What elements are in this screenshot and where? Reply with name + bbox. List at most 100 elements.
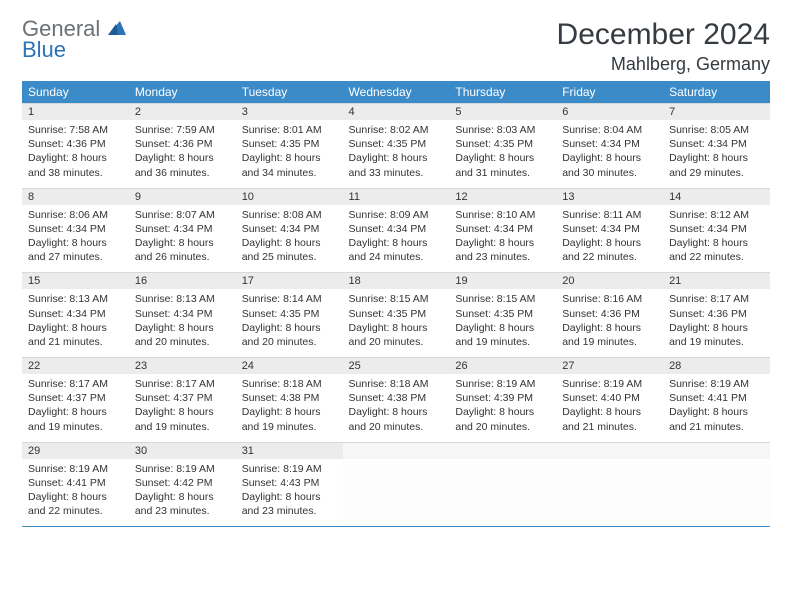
day-detail-cell [343, 459, 450, 527]
sunset-text: Sunset: 4:34 PM [455, 222, 550, 236]
sunset-text: Sunset: 4:35 PM [455, 137, 550, 151]
detail-row: Sunrise: 8:13 AMSunset: 4:34 PMDaylight:… [22, 289, 770, 357]
sunrise-text: Sunrise: 8:13 AM [135, 292, 230, 306]
day-number-cell: 30 [129, 442, 236, 459]
sunrise-text: Sunrise: 8:14 AM [242, 292, 337, 306]
day-number-cell: 22 [22, 358, 129, 375]
sunset-text: Sunset: 4:35 PM [455, 307, 550, 321]
day-number-cell: 9 [129, 188, 236, 205]
daylight-text: Daylight: 8 hours and 26 minutes. [135, 236, 230, 264]
sunrise-text: Sunrise: 8:05 AM [669, 123, 764, 137]
day-detail-cell [449, 459, 556, 527]
daylight-text: Daylight: 8 hours and 34 minutes. [242, 151, 337, 179]
daylight-text: Daylight: 8 hours and 20 minutes. [455, 405, 550, 433]
sunset-text: Sunset: 4:36 PM [135, 137, 230, 151]
sunset-text: Sunset: 4:35 PM [242, 307, 337, 321]
day-number-cell: 29 [22, 442, 129, 459]
sunset-text: Sunset: 4:34 PM [669, 137, 764, 151]
sunrise-text: Sunrise: 8:08 AM [242, 208, 337, 222]
day-detail-cell: Sunrise: 7:58 AMSunset: 4:36 PMDaylight:… [22, 120, 129, 188]
sunrise-text: Sunrise: 7:58 AM [28, 123, 123, 137]
daynum-row: 1234567 [22, 104, 770, 121]
day-detail-cell: Sunrise: 8:19 AMSunset: 4:39 PMDaylight:… [449, 374, 556, 442]
day-number-cell: 5 [449, 104, 556, 121]
sunset-text: Sunset: 4:35 PM [349, 137, 444, 151]
day-number-cell: 15 [22, 273, 129, 290]
daylight-text: Daylight: 8 hours and 20 minutes. [135, 321, 230, 349]
sunset-text: Sunset: 4:34 PM [135, 222, 230, 236]
daylight-text: Daylight: 8 hours and 21 minutes. [562, 405, 657, 433]
sunset-text: Sunset: 4:34 PM [562, 222, 657, 236]
day-detail-cell: Sunrise: 8:17 AMSunset: 4:36 PMDaylight:… [663, 289, 770, 357]
sunset-text: Sunset: 4:34 PM [242, 222, 337, 236]
sunset-text: Sunset: 4:34 PM [135, 307, 230, 321]
sunrise-text: Sunrise: 8:06 AM [28, 208, 123, 222]
daylight-text: Daylight: 8 hours and 23 minutes. [135, 490, 230, 518]
logo-text-block: General Blue [22, 18, 127, 61]
daylight-text: Daylight: 8 hours and 22 minutes. [28, 490, 123, 518]
sunset-text: Sunset: 4:37 PM [135, 391, 230, 405]
daylight-text: Daylight: 8 hours and 21 minutes. [28, 321, 123, 349]
daylight-text: Daylight: 8 hours and 23 minutes. [242, 490, 337, 518]
daynum-row: 891011121314 [22, 188, 770, 205]
calendar-page: General Blue December 2024 Mahlberg, Ger… [0, 0, 792, 545]
sunset-text: Sunset: 4:42 PM [135, 476, 230, 490]
sunset-text: Sunset: 4:40 PM [562, 391, 657, 405]
sunrise-text: Sunrise: 8:09 AM [349, 208, 444, 222]
sunrise-text: Sunrise: 8:19 AM [28, 462, 123, 476]
title-block: December 2024 Mahlberg, Germany [557, 18, 770, 75]
daylight-text: Daylight: 8 hours and 22 minutes. [669, 236, 764, 264]
weekday-wednesday: Wednesday [343, 81, 450, 104]
sunset-text: Sunset: 4:43 PM [242, 476, 337, 490]
day-detail-cell [556, 459, 663, 527]
daylight-text: Daylight: 8 hours and 22 minutes. [562, 236, 657, 264]
day-detail-cell: Sunrise: 8:18 AMSunset: 4:38 PMDaylight:… [236, 374, 343, 442]
detail-row: Sunrise: 7:58 AM Sunset: 4:36 PM Daylight:… [22, 120, 770, 188]
daylight-text: Daylight: 8 hours and 19 minutes. [562, 321, 657, 349]
sunrise-text: Sunrise: 8:19 AM [135, 462, 230, 476]
sunrise-text: Sunrise: 8:02 AM [349, 123, 444, 137]
day-number-cell: 26 [449, 358, 556, 375]
day-number-cell [663, 442, 770, 459]
sunrise-text: Sunrise: 8:16 AM [562, 292, 657, 306]
sunset-text: Sunset: 4:35 PM [349, 307, 444, 321]
day-number-cell: 21 [663, 273, 770, 290]
sunset-text: Sunset: 4:38 PM [349, 391, 444, 405]
day-detail-cell: Sunrise: 8:14 AMSunset: 4:35 PMDaylight:… [236, 289, 343, 357]
day-number-cell: 17 [236, 273, 343, 290]
detail-row: Sunrise: 8:06 AMSunset: 4:34 PMDaylight:… [22, 205, 770, 273]
day-number-cell: 28 [663, 358, 770, 375]
sunset-text: Sunset: 4:38 PM [242, 391, 337, 405]
day-detail-cell [663, 459, 770, 527]
sunrise-text: Sunrise: 8:04 AM [562, 123, 657, 137]
daylight-text: Daylight: 8 hours and 38 minutes. [28, 151, 123, 179]
sunrise-text: Sunrise: 8:19 AM [562, 377, 657, 391]
header: General Blue December 2024 Mahlberg, Ger… [22, 18, 770, 75]
day-number-cell: 23 [129, 358, 236, 375]
sunset-text: Sunset: 4:36 PM [669, 307, 764, 321]
daylight-text: Daylight: 8 hours and 19 minutes. [135, 405, 230, 433]
weekday-thursday: Thursday [449, 81, 556, 104]
calendar-table: Sunday Monday Tuesday Wednesday Thursday… [22, 81, 770, 527]
detail-row: Sunrise: 8:17 AMSunset: 4:37 PMDaylight:… [22, 374, 770, 442]
daylight-text: Daylight: 8 hours and 19 minutes. [455, 321, 550, 349]
sunrise-text: Sunrise: 8:17 AM [28, 377, 123, 391]
day-number-cell: 2 [129, 104, 236, 121]
day-detail-cell: Sunrise: 8:04 AMSunset: 4:34 PMDaylight:… [556, 120, 663, 188]
day-number-cell: 13 [556, 188, 663, 205]
daylight-text: Daylight: 8 hours and 19 minutes. [242, 405, 337, 433]
day-number-cell: 12 [449, 188, 556, 205]
daylight-text: Daylight: 8 hours and 19 minutes. [28, 405, 123, 433]
day-number-cell: 11 [343, 188, 450, 205]
weekday-saturday: Saturday [663, 81, 770, 104]
day-number-cell [343, 442, 450, 459]
sunrise-text: Sunrise: 8:03 AM [455, 123, 550, 137]
day-detail-cell: Sunrise: 8:07 AMSunset: 4:34 PMDaylight:… [129, 205, 236, 273]
day-detail-cell: Sunrise: 8:10 AMSunset: 4:34 PMDaylight:… [449, 205, 556, 273]
logo-sail-icon [107, 23, 127, 40]
sunrise-text: Sunrise: 8:19 AM [455, 377, 550, 391]
sunset-text: Sunset: 4:34 PM [28, 222, 123, 236]
sunrise-text: Sunrise: 8:11 AM [562, 208, 657, 222]
day-detail-cell: Sunrise: 8:05 AMSunset: 4:34 PMDaylight:… [663, 120, 770, 188]
sunset-text: Sunset: 4:34 PM [562, 137, 657, 151]
